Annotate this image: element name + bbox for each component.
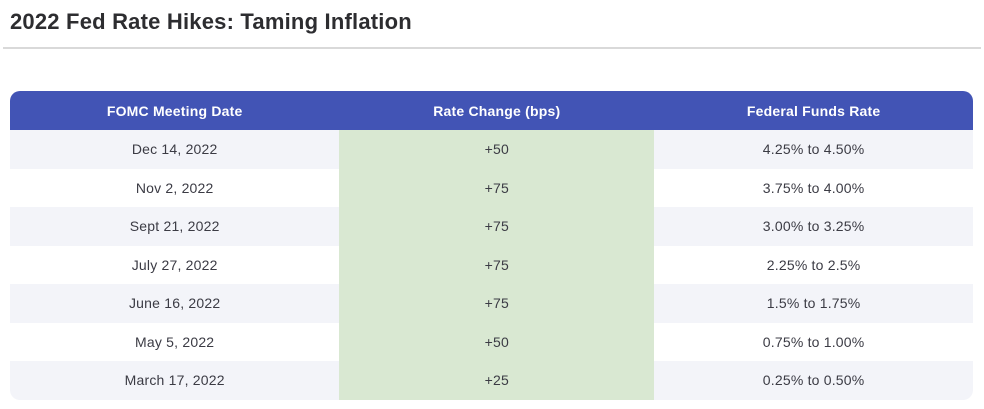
cell-meeting-date: Nov 2, 2022 [135, 179, 214, 196]
cell-meeting-date: Sept 21, 2022 [129, 218, 220, 235]
cell-meeting-date: July 27, 2022 [131, 256, 218, 273]
table-row: June 16, 2022 +75 1.5% to 1.75% [10, 284, 973, 323]
column-header-fomc-meeting-date: FOMC Meeting Date [106, 102, 243, 119]
cell-rate-change: +50 [339, 322, 655, 361]
cell-rate-change: +75 [339, 245, 655, 284]
cell-rate-change: +75 [339, 207, 655, 246]
column-header-federal-funds-rate: Federal Funds Rate [746, 102, 881, 119]
table-row: Sept 21, 2022 +75 3.00% to 3.25% [10, 207, 973, 246]
cell-funds-rate: 0.25% to 0.50% [762, 372, 865, 389]
table-header-row: FOMC Meeting Date Rate Change (bps) Fede… [10, 91, 973, 130]
cell-funds-rate: 3.00% to 3.25% [762, 218, 865, 235]
cell-rate-change: +25 [339, 361, 655, 400]
table-row: July 27, 2022 +75 2.25% to 2.5% [10, 245, 973, 284]
cell-rate-change: +50 [339, 130, 655, 169]
column-header-rate-change-bps: Rate Change (bps) [433, 102, 561, 119]
table-row: March 17, 2022 +25 0.25% to 0.50% [10, 361, 973, 400]
fed-rate-hikes-table: FOMC Meeting Date Rate Change (bps) Fede… [10, 91, 973, 400]
cell-meeting-date: March 17, 2022 [124, 372, 225, 389]
cell-funds-rate: 4.25% to 4.50% [762, 141, 865, 158]
table-row: May 5, 2022 +50 0.75% to 1.00% [10, 322, 973, 361]
table-row: Dec 14, 2022 +50 4.25% to 4.50% [10, 130, 973, 169]
cell-funds-rate: 2.25% to 2.5% [766, 256, 861, 273]
cell-rate-change: +75 [339, 168, 655, 207]
cell-rate-change: +75 [339, 284, 655, 323]
cell-funds-rate: 3.75% to 4.00% [762, 179, 865, 196]
cell-meeting-date: Dec 14, 2022 [131, 141, 218, 158]
cell-meeting-date: June 16, 2022 [128, 295, 221, 312]
title-divider [3, 47, 981, 49]
cell-meeting-date: May 5, 2022 [135, 333, 215, 350]
cell-funds-rate: 1.5% to 1.75% [766, 295, 861, 312]
page-title: 2022 Fed Rate Hikes: Taming Inflation [10, 9, 412, 34]
table-row: Nov 2, 2022 +75 3.75% to 4.00% [10, 168, 973, 207]
cell-funds-rate: 0.75% to 1.00% [762, 333, 865, 350]
